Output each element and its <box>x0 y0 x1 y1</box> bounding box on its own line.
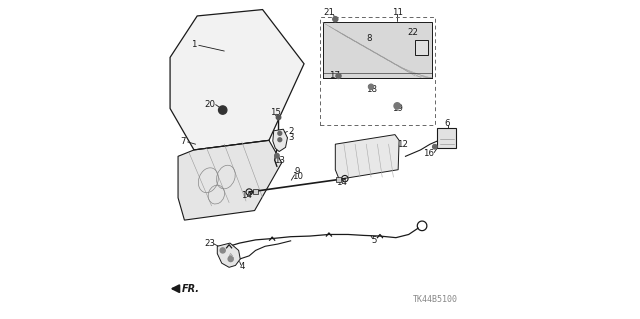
Text: FR.: FR. <box>182 284 200 294</box>
Text: 4: 4 <box>239 262 244 271</box>
Circle shape <box>333 17 338 22</box>
Text: 16: 16 <box>423 149 434 158</box>
Text: 14: 14 <box>336 178 347 187</box>
Circle shape <box>278 131 282 135</box>
Polygon shape <box>335 135 399 179</box>
Text: 23: 23 <box>204 239 216 248</box>
Text: 9: 9 <box>294 167 300 176</box>
Text: 17: 17 <box>329 71 340 80</box>
Circle shape <box>369 84 374 89</box>
Text: 15: 15 <box>270 108 281 117</box>
Text: 3: 3 <box>288 133 293 142</box>
Bar <box>415 40 428 55</box>
Text: 13: 13 <box>274 156 285 165</box>
Text: 11: 11 <box>392 8 403 17</box>
Text: 18: 18 <box>365 85 376 94</box>
Circle shape <box>218 106 227 114</box>
Bar <box>253 189 259 194</box>
Text: 19: 19 <box>392 104 403 113</box>
Text: 5: 5 <box>371 236 377 245</box>
Text: 10: 10 <box>292 172 303 181</box>
Bar <box>335 177 341 182</box>
Circle shape <box>336 73 341 78</box>
Circle shape <box>220 248 225 253</box>
Polygon shape <box>178 140 282 220</box>
Circle shape <box>278 138 282 142</box>
Text: 8: 8 <box>367 34 372 43</box>
Text: 21: 21 <box>323 8 335 17</box>
Text: TK44B5100: TK44B5100 <box>413 295 458 304</box>
Circle shape <box>394 103 401 109</box>
Text: 6: 6 <box>445 119 451 128</box>
Text: 2: 2 <box>288 127 293 136</box>
Polygon shape <box>323 22 432 78</box>
Polygon shape <box>273 129 287 152</box>
Polygon shape <box>218 243 240 267</box>
Bar <box>437 128 456 148</box>
Text: 7: 7 <box>180 137 186 146</box>
Circle shape <box>276 115 281 120</box>
Circle shape <box>275 153 279 158</box>
Bar <box>320 17 435 125</box>
Text: 22: 22 <box>407 28 418 37</box>
Circle shape <box>228 256 233 262</box>
Polygon shape <box>170 10 304 150</box>
Text: 20: 20 <box>204 100 216 109</box>
Circle shape <box>433 145 437 149</box>
Text: 14: 14 <box>241 191 252 200</box>
Text: 12: 12 <box>397 140 408 149</box>
Text: 1: 1 <box>191 40 196 49</box>
